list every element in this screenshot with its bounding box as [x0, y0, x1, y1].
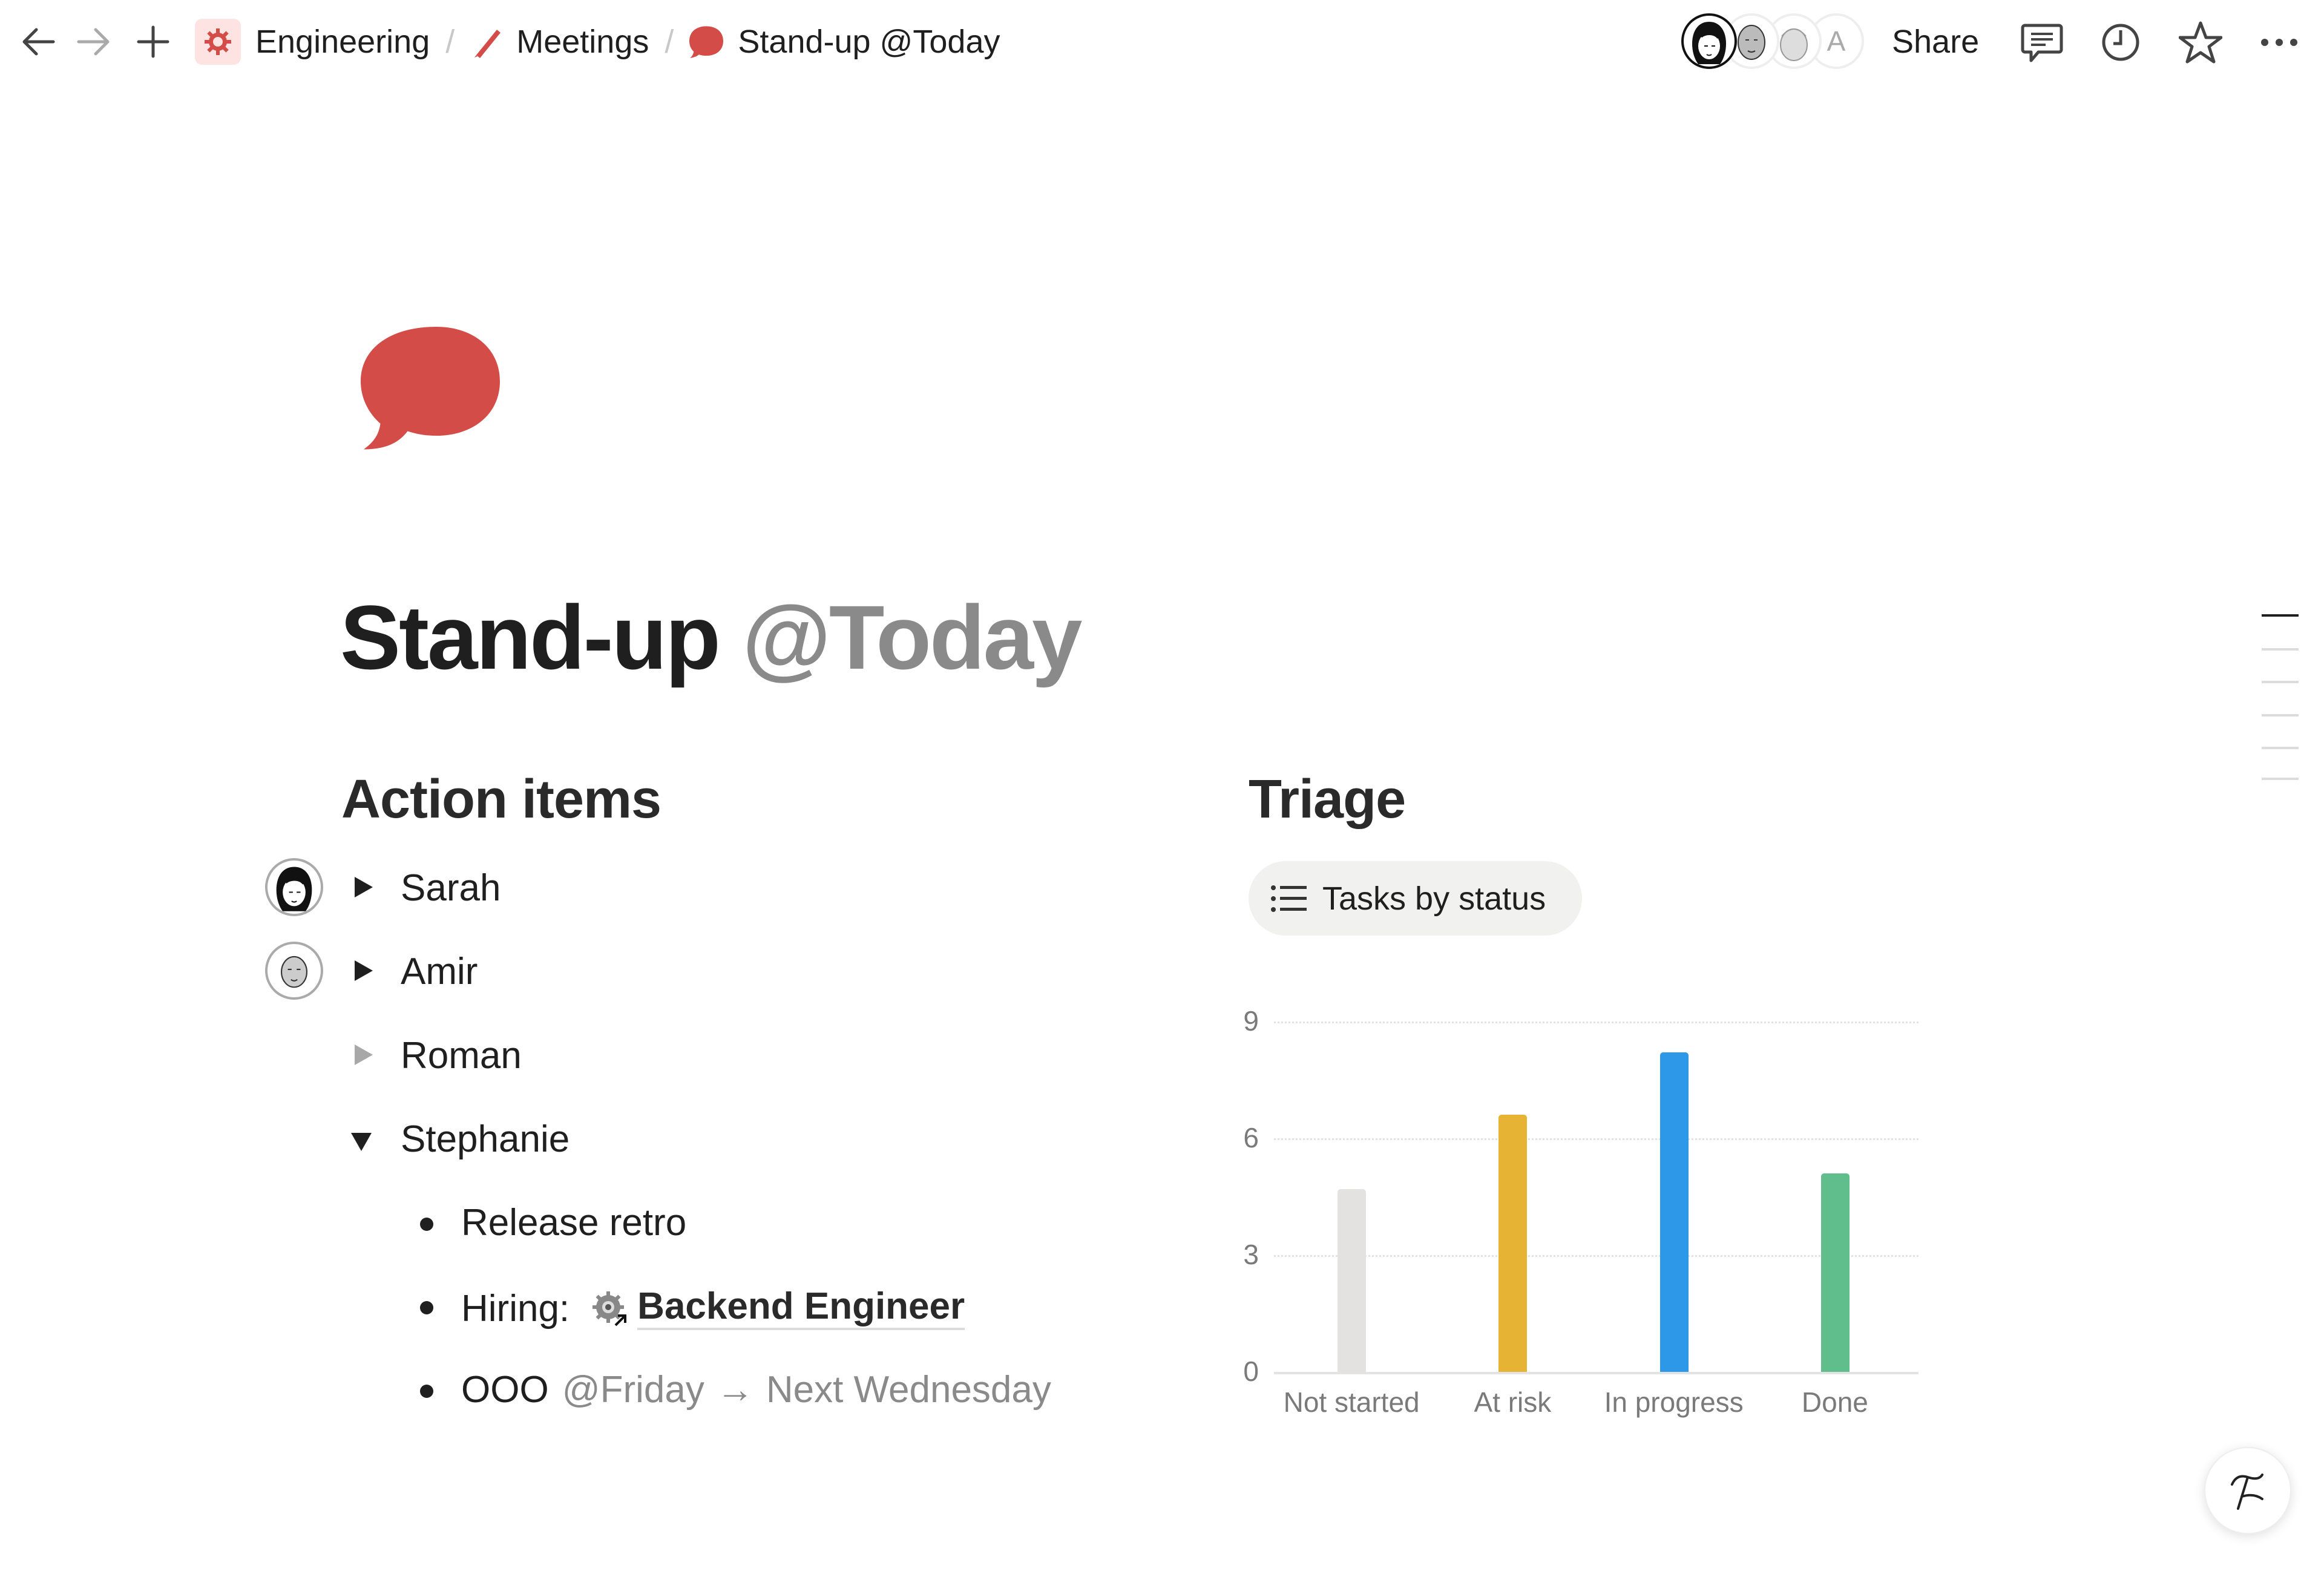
outline-dash[interactable]: [2262, 747, 2299, 749]
clock-icon[interactable]: [2100, 22, 2141, 63]
comment-icon[interactable]: [2020, 23, 2064, 64]
triangle-right-icon[interactable]: [355, 877, 373, 897]
x-tick-label: In progress: [1604, 1386, 1744, 1418]
breadcrumb-separator: /: [445, 24, 455, 60]
toggle-label: Amir: [401, 951, 478, 992]
gridline: [1274, 1138, 1919, 1140]
avatar-initial-label: A: [1827, 25, 1846, 57]
avatar-face-icon: [1738, 25, 1765, 60]
triangle-right-icon[interactable]: [355, 960, 373, 981]
bullet-icon: [420, 1218, 433, 1231]
triage-heading: Triage: [1249, 769, 1406, 830]
hiring-label: Hiring:: [461, 1288, 570, 1330]
x-tick-label: Done: [1801, 1386, 1868, 1418]
toggle-label: Sarah: [401, 867, 501, 909]
ooo-label: OOO: [461, 1369, 549, 1411]
plus-icon[interactable]: [137, 25, 169, 58]
bullet-icon: [420, 1301, 433, 1314]
avatar-amir: [265, 942, 323, 1000]
bar-in-progress[interactable]: [1659, 1052, 1689, 1372]
date-mention[interactable]: @Today: [742, 586, 1083, 688]
avatar-face-icon: [276, 867, 312, 911]
x-tick-label: At risk: [1474, 1386, 1552, 1418]
collaborator-avatars[interactable]: A: [1681, 13, 1864, 71]
avatar: [1681, 13, 1737, 69]
pen-squiggle-icon: [2231, 1474, 2263, 1510]
triangle-right-icon[interactable]: [355, 1044, 373, 1065]
list-item[interactable]: OOO @Friday → Next Wednesday: [461, 1371, 1051, 1409]
outline-dash[interactable]: [2262, 648, 2299, 651]
breadcrumb: Engineering / Meetings / Stand-up @Today: [195, 18, 1000, 65]
avatar: [1766, 13, 1822, 69]
y-tick-label: 0: [1243, 1356, 1259, 1387]
y-tick-label: 9: [1243, 1005, 1259, 1037]
more-options-icon[interactable]: [2260, 36, 2299, 48]
gridline: [1274, 1021, 1919, 1023]
avatar-face-icon: [1692, 22, 1726, 64]
breadcrumb-item-meetings[interactable]: Meetings: [470, 25, 649, 59]
gridline: [1274, 1372, 1919, 1374]
date-mention-friday[interactable]: @Friday: [562, 1369, 704, 1411]
breadcrumb-label: Meetings: [516, 24, 649, 60]
bullet-icon: [420, 1385, 433, 1398]
outline-dash-active[interactable]: [2262, 614, 2299, 617]
outline-dash[interactable]: [2262, 681, 2299, 683]
page-title[interactable]: Stand-up @Today: [340, 592, 1082, 683]
toggle-label: Roman: [401, 1035, 522, 1077]
outline-dash[interactable]: [2262, 778, 2299, 780]
forward-arrow-icon[interactable]: [76, 27, 110, 56]
y-tick-label: 3: [1243, 1239, 1259, 1270]
page-title-text: Stand-up: [340, 586, 721, 688]
y-tick-label: 6: [1243, 1122, 1259, 1153]
breadcrumb-item-standup[interactable]: Stand-up @Today: [689, 25, 1000, 59]
gear-link-icon: [590, 1289, 630, 1329]
toggle-label: Stephanie: [401, 1118, 570, 1160]
x-tick-label: Not started: [1283, 1386, 1420, 1418]
back-arrow-icon[interactable]: [22, 27, 56, 56]
avatar-face-icon: [1780, 28, 1808, 61]
date-mention-next-wednesday[interactable]: Next Wednesday: [766, 1369, 1051, 1411]
bar-not-started[interactable]: [1338, 1189, 1367, 1372]
triangle-down-icon[interactable]: [351, 1133, 372, 1151]
star-icon[interactable]: [2179, 21, 2222, 64]
list-item[interactable]: Hiring: Backend Engineer: [461, 1288, 965, 1330]
avatar-face-icon: [281, 956, 307, 988]
backend-engineer-link[interactable]: Backend Engineer: [637, 1288, 965, 1330]
help-button[interactable]: [2204, 1447, 2291, 1534]
list-item[interactable]: Release retro: [461, 1202, 687, 1244]
pencil-icon: [470, 25, 504, 59]
action-items-heading: Action items: [341, 769, 661, 830]
breadcrumb-label: Stand-up @Today: [738, 24, 1000, 60]
chart-view-label: Tasks by status: [1322, 880, 1546, 917]
avatar-sarah: [265, 858, 323, 916]
arrow-right-icon: →: [716, 1369, 754, 1411]
bar-done[interactable]: [1820, 1173, 1850, 1372]
outline-dash[interactable]: [2262, 714, 2299, 716]
page-speech-bubble-icon[interactable]: [361, 327, 500, 466]
speech-bubble-icon: [689, 25, 724, 59]
gridline: [1274, 1255, 1919, 1257]
bar-at-risk[interactable]: [1498, 1115, 1528, 1372]
list-icon: [1270, 884, 1307, 913]
breadcrumb-item-engineering[interactable]: Engineering: [195, 19, 430, 65]
gear-icon: [195, 19, 241, 65]
breadcrumb-separator: /: [665, 24, 674, 60]
breadcrumb-label: Engineering: [255, 24, 430, 60]
share-button[interactable]: Share: [1892, 24, 1980, 60]
chart-view-tab[interactable]: Tasks by status: [1249, 861, 1582, 936]
